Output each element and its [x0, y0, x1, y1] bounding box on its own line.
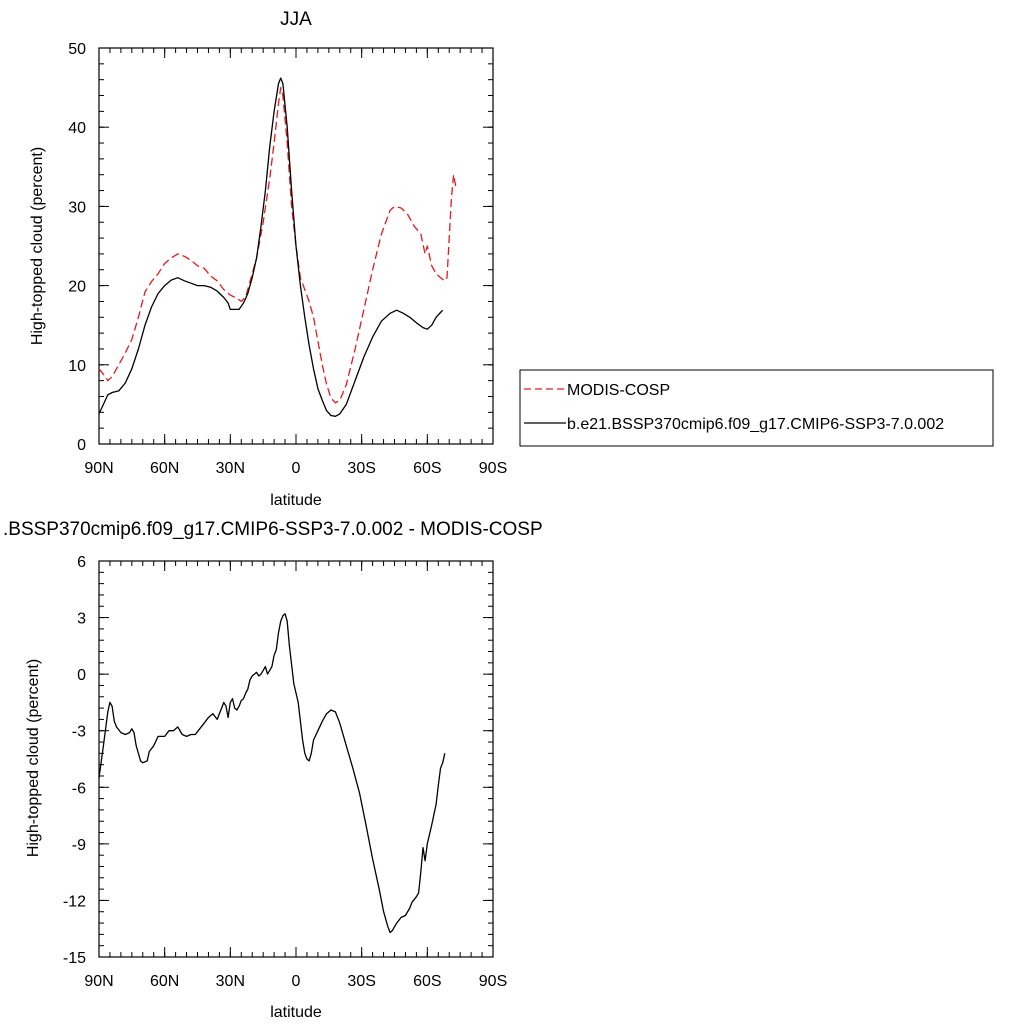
top-x-tick-label: 0 [292, 460, 301, 477]
bottom-y-tick-label: -12 [63, 893, 86, 910]
bottom-plot-frame [98, 560, 494, 958]
top-x-axis-label: latitude [270, 492, 322, 509]
bottom-x-tick-label: 90N [84, 973, 113, 990]
legend-label-model: b.e21.BSSP370cmip6.f09_g17.CMIP6-SSP3-7.… [567, 416, 944, 433]
bottom-x-axis-label: latitude [270, 1004, 322, 1021]
bottom-x-tick-label: 30S [347, 973, 375, 990]
top-y-tick-label: 20 [68, 279, 86, 296]
bottom-x-tick-label: 30N [216, 973, 245, 990]
bottom-y-tick-label: 3 [77, 611, 86, 628]
top-x-tick-label: 30N [216, 460, 245, 477]
top-y-tick-label: 40 [68, 120, 86, 137]
top-x-tick-label: 90S [479, 460, 507, 477]
bottom-y-tick-label: 0 [77, 667, 86, 684]
top-x-tick-label: 30S [347, 460, 375, 477]
bottom-x-tick-label: 90S [479, 973, 507, 990]
bottom-y-tick-label: -6 [72, 780, 86, 797]
legend-box [519, 369, 994, 447]
legend: MODIS-COSP b.e21.BSSP370cmip6.f09_g17.CM… [519, 369, 994, 447]
legend-label-modis: MODIS-COSP [567, 382, 670, 399]
top-panel-chart: JJA 90N 60N 30N 0 30S 60S 90S 0 10 20 30 40 50 latit… [29, 9, 507, 509]
top-y-tick-label: 10 [68, 358, 86, 375]
top-y-axis-label: High-topped cloud (percent) [29, 147, 46, 345]
top-series-line-0 [98, 86, 457, 404]
bottom-y-tick-label: -15 [63, 950, 86, 967]
bottom-chart-title: .BSSP370cmip6.f09_g17.CMIP6-SSP3-7.0.002… [3, 519, 543, 540]
bottom-x-tick-label: 60S [413, 973, 441, 990]
top-x-tick-label: 60S [413, 460, 441, 477]
bottom-x-tick-label: 0 [292, 973, 301, 990]
top-y-tick-label: 50 [68, 41, 86, 58]
top-y-tick-label: 0 [77, 437, 86, 454]
bottom-y-tick-label: 6 [77, 554, 86, 571]
top-series-line-1 [98, 77, 444, 417]
top-chart-title: JJA [280, 9, 312, 30]
bottom-x-tick-label: 60N [150, 973, 179, 990]
top-plot-area: 90N 60N 30N 0 30S 60S 90S 0 10 20 30 40 50 [68, 41, 507, 477]
top-x-tick-label: 60N [150, 460, 179, 477]
bottom-plot-area: 90N 60N 30N 0 30S 60S 90S 6 3 0 -3 -6 -9 -12 -15 [63, 554, 507, 990]
top-x-tick-label: 90N [84, 460, 113, 477]
bottom-y-tick-label: -9 [72, 837, 86, 854]
bottom-y-tick-label: -3 [72, 724, 86, 741]
bottom-panel-chart: .BSSP370cmip6.f09_g17.CMIP6-SSP3-7.0.002… [3, 519, 543, 1021]
top-y-tick-label: 30 [68, 199, 86, 216]
bottom-series-line-0 [98, 613, 446, 934]
bottom-y-axis-label: High-topped cloud (percent) [25, 659, 42, 857]
